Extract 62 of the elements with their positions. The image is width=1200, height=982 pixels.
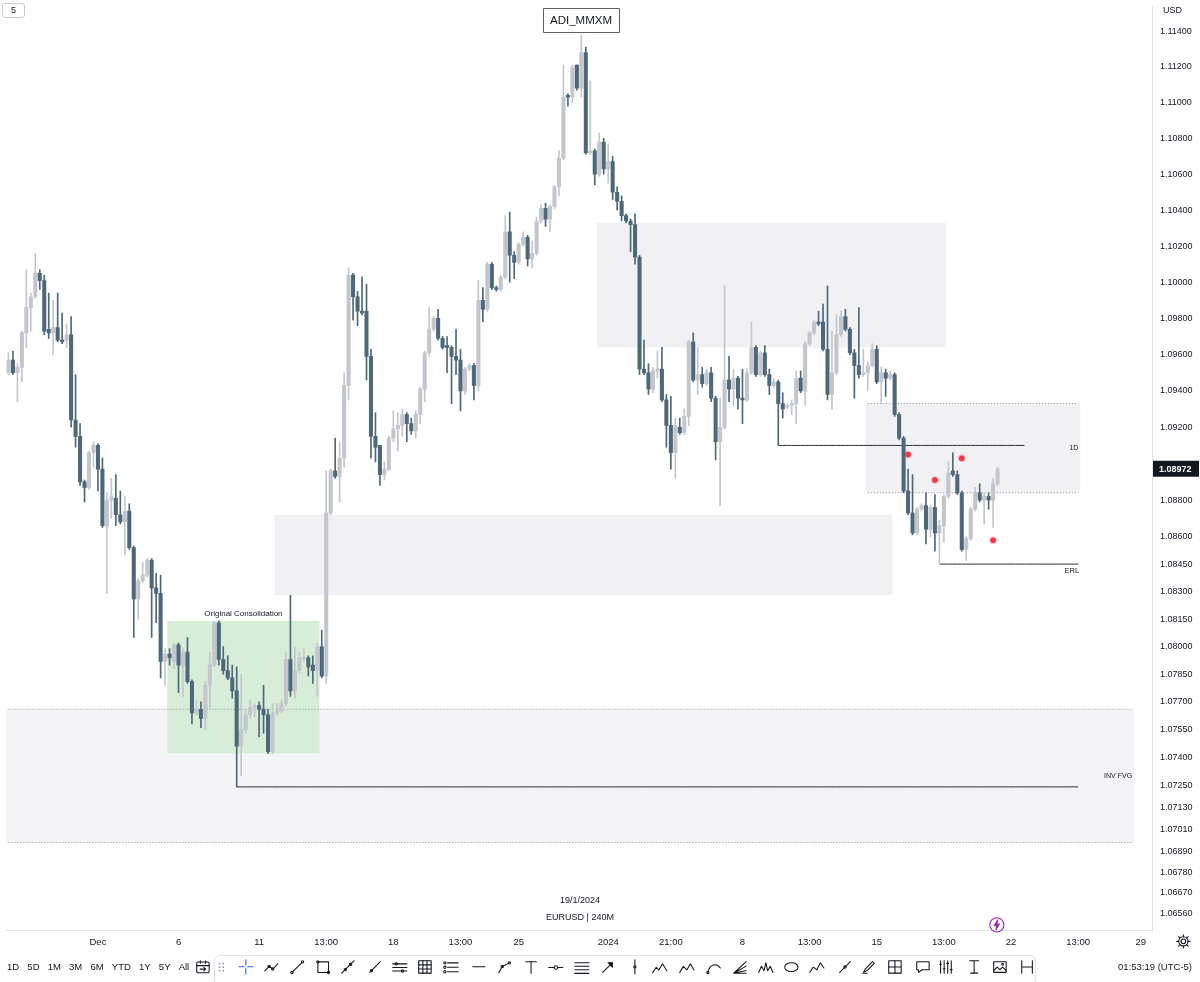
text: USD — [1163, 5, 1183, 15]
y-tick-label: 1.06780 — [1160, 866, 1193, 877]
y-tick-label: 1.07010 — [1160, 824, 1193, 835]
x-tick-label: 13:00 — [448, 936, 473, 948]
y-tick-label: 1.10800 — [1160, 132, 1193, 143]
text: 5Y — [158, 961, 171, 972]
y-tick-label: 1.06890 — [1160, 846, 1193, 857]
text: 1M — [47, 961, 61, 972]
y-tick-label: 1.07550 — [1160, 724, 1193, 735]
annotation: EURUSD | 240M — [546, 912, 614, 922]
text: 1D — [7, 961, 20, 972]
text: 01:53:19 (UTC-5) — [1118, 961, 1192, 972]
y-tick-label: 1.08600 — [1160, 531, 1193, 542]
y-tick-label: 1.10400 — [1160, 204, 1193, 215]
x-tick-label: 13:00 — [797, 936, 822, 948]
y-tick-label: 1.06670 — [1160, 887, 1193, 898]
x-tick-label: 22 — [1005, 936, 1017, 948]
y-tick-label: 1.08000 — [1160, 641, 1193, 652]
y-tick-label: 1.08300 — [1160, 586, 1193, 597]
x-tick-label: 2024 — [597, 936, 619, 948]
text: 1Y — [139, 961, 151, 972]
annotation: 19/1/2024 — [559, 895, 601, 905]
text: All — [178, 961, 190, 972]
y-tick-label: 1.08800 — [1160, 494, 1193, 505]
text: 6M — [90, 961, 104, 972]
y-tick-label: 1.07400 — [1160, 751, 1193, 762]
x-tick-label: 13:00 — [931, 936, 956, 948]
x-tick-label: Dec — [89, 936, 107, 948]
band-label: Original Consolidation — [204, 609, 283, 619]
text: 1.08972 — [1159, 463, 1192, 474]
y-tick-label: 1.07250 — [1160, 779, 1193, 790]
y-tick-label: 1.11000 — [1160, 97, 1192, 108]
x-tick-label: 29 — [1135, 936, 1147, 948]
x-tick-label: 21:00 — [658, 936, 683, 948]
y-tick-label: 1.09400 — [1160, 385, 1193, 396]
y-tick-label: 1.09800 — [1160, 312, 1193, 323]
y-tick-label: 1.07700 — [1160, 696, 1193, 707]
text: 5D — [27, 961, 40, 972]
text: 3M — [69, 961, 83, 972]
x-tick-label: 18 — [388, 936, 399, 948]
y-tick-label: 1.09200 — [1160, 421, 1193, 432]
y-tick-label: 1.07850 — [1160, 668, 1193, 679]
y-tick-label: 1.11200 — [1160, 61, 1192, 72]
y-tick-label: 1.08150 — [1160, 613, 1193, 624]
x-tick-label: 15 — [871, 936, 883, 948]
x-tick-label: 11 — [254, 936, 265, 948]
x-tick-label: 6 — [175, 936, 182, 948]
y-tick-label: 1.08450 — [1160, 558, 1193, 569]
y-tick-label: 1.10600 — [1160, 168, 1193, 179]
x-tick-label: 13:00 — [314, 936, 339, 948]
y-tick-label: 1.06560 — [1160, 907, 1193, 918]
text: YTD — [111, 961, 131, 972]
x-tick-label: 8 — [739, 936, 746, 948]
annotation: 5 — [2, 3, 26, 18]
y-tick-label: 1.07130 — [1160, 801, 1193, 812]
y-tick-label: 1.09600 — [1160, 349, 1193, 360]
y-tick-label: 1.11400 — [1160, 25, 1192, 36]
y-tick-label: 1.10000 — [1160, 276, 1193, 287]
x-tick-label: 25 — [513, 936, 524, 948]
y-tick-label: 1.10200 — [1160, 240, 1193, 251]
text: ADI_MMXM — [550, 14, 612, 27]
x-tick-label: 13:00 — [1066, 936, 1091, 948]
